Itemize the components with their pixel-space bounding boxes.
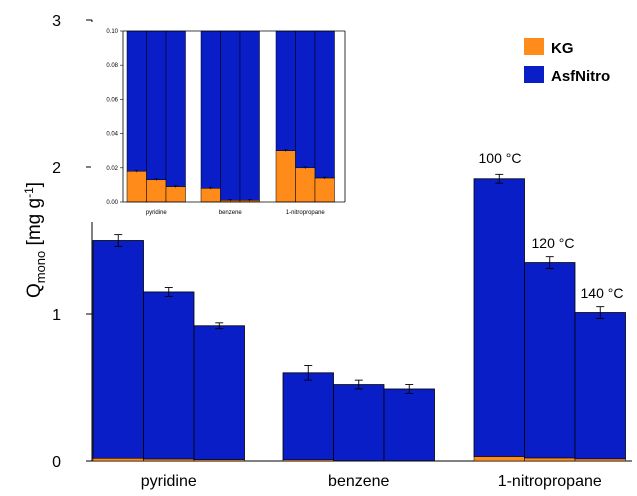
inset-y-tick-label: 0.00 (106, 200, 118, 206)
bar-asfnitro (384, 389, 435, 461)
bar-asfnitro (283, 373, 334, 460)
y-axis-label-sub: mono (33, 251, 48, 284)
inset-bar-kg (296, 168, 316, 202)
inset-y-tick-label: 0.10 (106, 29, 118, 35)
bar-kg (93, 458, 144, 461)
inset-bar-kg (127, 171, 147, 202)
bar-kg (474, 457, 525, 461)
category-label: 1-nitropropane (498, 473, 602, 490)
bar-kg (194, 460, 245, 461)
inset-bar-kg (315, 178, 335, 202)
inset-category-label: 1-nitropropane (286, 210, 326, 216)
legend: KG AsfNitro (524, 38, 610, 85)
legend-label-kg: KG (551, 40, 574, 57)
inset-y-tick-label: 0.08 (106, 63, 118, 69)
inset-bar-asfnitro (315, 31, 335, 178)
inset-category-label: pyridine (146, 210, 168, 216)
inset-bar-kg (201, 188, 221, 202)
bar-kg (144, 459, 195, 461)
inset-bar-asfnitro (221, 31, 241, 200)
y-axis-label-base: Q (24, 283, 45, 298)
bar-asfnitro (194, 326, 245, 460)
inset-bar-asfnitro (201, 31, 221, 188)
y-axis-label-unit-pre: [mg g (24, 198, 45, 251)
annotation-temperature: 100 °C (479, 150, 522, 166)
y-tick-label: 2 (52, 160, 61, 177)
y-tick-label: 1 (52, 307, 61, 324)
inset-bar-asfnitro (296, 31, 316, 168)
inset-bar-kg (276, 151, 296, 202)
inset-y-tick-label: 0.02 (106, 166, 118, 172)
bar-asfnitro (93, 241, 144, 459)
y-axis-label-unit-sup: -1 (22, 187, 36, 198)
bar-asfnitro (575, 313, 626, 459)
inset-bar-asfnitro (276, 31, 296, 151)
y-tick-label: 0 (52, 454, 61, 471)
bar-asfnitro (474, 179, 525, 457)
inset-bar-kg (166, 187, 186, 202)
inset-y-tick-label: 0.04 (106, 132, 118, 138)
bar-asfnitro (144, 292, 195, 459)
inset-chart: 0.00 0.02 0.04 0.06 0.08 0.10 pyridine benzene… (91, 22, 347, 222)
legend-swatch-asfnitro (524, 66, 544, 83)
bar-kg (525, 458, 576, 461)
annotation-temperature: 120 °C (532, 235, 575, 251)
inset-bar-kg (147, 180, 167, 202)
bar-asfnitro (334, 385, 385, 461)
legend-swatch-kg (524, 38, 544, 55)
inset-bar-asfnitro (147, 31, 167, 180)
inset-y-tick-label: 0.06 (106, 97, 118, 103)
y-axis-label-unit-post: ] (24, 182, 45, 187)
bar-kg (283, 460, 334, 461)
annotation-temperature: 140 °C (581, 285, 624, 301)
y-axis-label: Qmono [mg g-1] (22, 182, 48, 298)
bar-kg (575, 459, 626, 461)
category-label: pyridine (141, 473, 197, 490)
inset-category-label: benzene (219, 210, 243, 216)
category-label: benzene (328, 473, 389, 490)
y-tick-label: 3 (52, 13, 61, 30)
inset-bar-asfnitro (127, 31, 147, 171)
legend-label-asfnitro: AsfNitro (551, 68, 610, 85)
inset-bar-asfnitro (166, 31, 186, 187)
bar-asfnitro (525, 263, 576, 459)
inset-bar-asfnitro (240, 31, 260, 200)
